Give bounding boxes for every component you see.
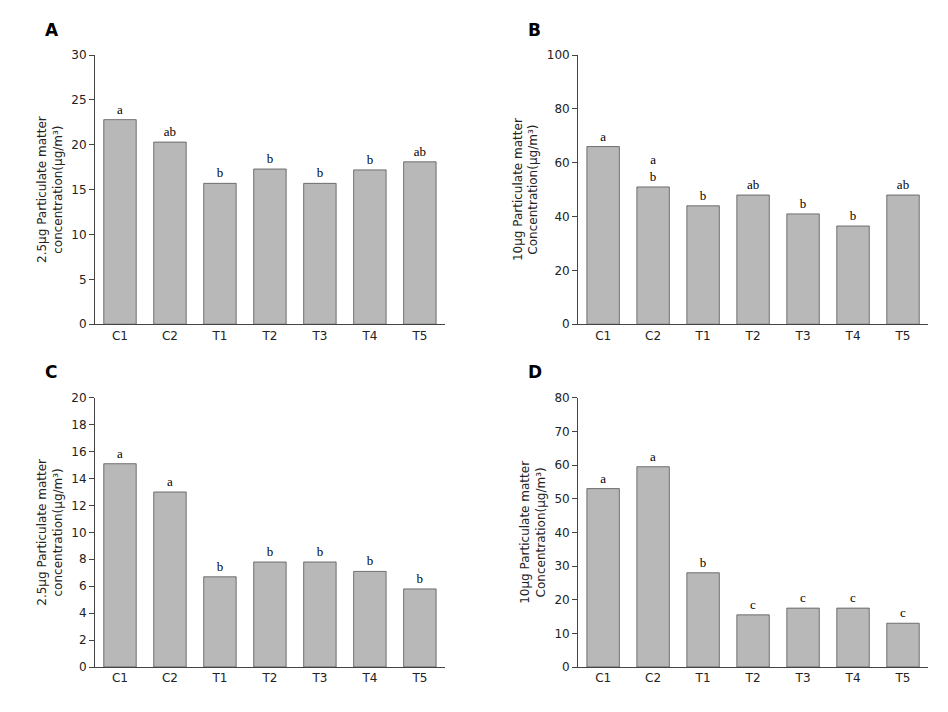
svg-text:a: a	[117, 446, 123, 461]
svg-text:T1: T1	[695, 329, 711, 343]
svg-text:4: 4	[79, 606, 87, 620]
svg-text:C2: C2	[162, 329, 178, 343]
svg-text:T3: T3	[311, 671, 327, 685]
svg-text:8: 8	[79, 552, 87, 566]
svg-text:b: b	[217, 559, 224, 574]
svg-text:C1: C1	[595, 329, 611, 343]
svg-text:C1: C1	[112, 671, 128, 685]
svg-text:T5: T5	[895, 671, 911, 685]
svg-text:20: 20	[554, 264, 569, 278]
svg-text:ab: ab	[897, 177, 909, 192]
svg-text:60: 60	[554, 458, 569, 472]
svg-text:A: A	[45, 20, 59, 40]
svg-text:ab: ab	[164, 124, 176, 139]
svg-text:10μg Particulate matterConcent: 10μg Particulate matterConcentration(μg/…	[518, 461, 548, 604]
svg-text:5: 5	[79, 273, 87, 287]
svg-text:18: 18	[71, 418, 86, 432]
svg-text:0: 0	[79, 317, 87, 331]
svg-text:40: 40	[554, 210, 569, 224]
svg-text:a: a	[167, 474, 173, 489]
svg-text:25: 25	[71, 93, 86, 107]
svg-text:70: 70	[554, 425, 569, 439]
svg-text:C2: C2	[162, 671, 178, 685]
svg-text:T4: T4	[845, 329, 861, 343]
svg-text:T1: T1	[211, 329, 227, 343]
svg-text:T4: T4	[361, 671, 377, 685]
svg-text:100: 100	[547, 48, 570, 62]
svg-text:30: 30	[71, 48, 86, 62]
svg-text:a: a	[600, 471, 606, 486]
svg-text:ab: ab	[747, 177, 759, 192]
svg-text:C: C	[45, 362, 57, 382]
svg-text:10: 10	[71, 228, 86, 242]
svg-text:a: a	[600, 129, 606, 144]
svg-text:0: 0	[562, 660, 570, 674]
svg-text:b: b	[700, 188, 707, 203]
svg-text:T5: T5	[895, 329, 911, 343]
svg-text:16: 16	[71, 445, 86, 459]
svg-text:T4: T4	[361, 329, 377, 343]
svg-text:0: 0	[562, 317, 570, 331]
svg-text:b: b	[417, 571, 424, 586]
svg-text:T3: T3	[795, 671, 811, 685]
svg-text:10: 10	[71, 526, 86, 540]
svg-text:60: 60	[554, 156, 569, 170]
svg-text:T2: T2	[261, 329, 277, 343]
svg-text:10: 10	[554, 627, 569, 641]
svg-text:b: b	[800, 196, 807, 211]
svg-text:30: 30	[554, 559, 569, 573]
svg-text:T2: T2	[745, 329, 761, 343]
svg-text:15: 15	[71, 183, 86, 197]
svg-text:b: b	[367, 152, 374, 167]
svg-text:C2: C2	[645, 329, 661, 343]
svg-text:T3: T3	[311, 329, 327, 343]
svg-text:ab: ab	[650, 152, 657, 184]
svg-text:T2: T2	[261, 671, 277, 685]
svg-text:T5: T5	[411, 671, 427, 685]
svg-text:T1: T1	[695, 671, 711, 685]
svg-text:10μg Particulate matterConcent: 10μg Particulate matterConcentration(μg/…	[511, 118, 541, 261]
svg-text:b: b	[267, 544, 274, 559]
svg-text:20: 20	[71, 138, 86, 152]
svg-text:0: 0	[79, 660, 87, 674]
svg-text:T5: T5	[411, 329, 427, 343]
svg-text:b: b	[700, 555, 707, 570]
svg-text:c: c	[750, 597, 756, 612]
svg-text:2.5μg Particulate matterconcen: 2.5μg Particulate matterconcentration(μg…	[35, 459, 65, 606]
svg-text:b: b	[317, 165, 324, 180]
svg-text:20: 20	[71, 391, 86, 405]
svg-text:50: 50	[554, 492, 569, 506]
svg-text:b: b	[850, 208, 857, 223]
svg-text:6: 6	[79, 579, 87, 593]
svg-text:T2: T2	[745, 671, 761, 685]
svg-text:40: 40	[554, 526, 569, 540]
svg-text:B: B	[528, 20, 541, 40]
svg-text:C2: C2	[645, 671, 661, 685]
svg-text:D: D	[528, 362, 542, 382]
svg-text:2: 2	[79, 633, 87, 647]
svg-text:b: b	[367, 553, 374, 568]
svg-text:T4: T4	[845, 671, 861, 685]
svg-text:80: 80	[554, 391, 569, 405]
svg-text:a: a	[650, 449, 656, 464]
svg-text:b: b	[217, 165, 224, 180]
svg-text:T3: T3	[795, 329, 811, 343]
svg-text:c: c	[900, 605, 906, 620]
svg-text:12: 12	[71, 499, 86, 513]
svg-text:a: a	[117, 102, 123, 117]
svg-text:80: 80	[554, 102, 569, 116]
svg-text:14: 14	[71, 472, 86, 486]
svg-text:c: c	[800, 590, 806, 605]
svg-text:20: 20	[554, 593, 569, 607]
svg-text:b: b	[267, 151, 274, 166]
svg-text:b: b	[317, 544, 324, 559]
svg-text:C1: C1	[595, 671, 611, 685]
svg-text:2.5μg Particulate matterconcen: 2.5μg Particulate matterconcentration(μg…	[35, 116, 65, 263]
svg-text:c: c	[850, 590, 856, 605]
svg-text:C1: C1	[112, 329, 128, 343]
svg-text:T1: T1	[211, 671, 227, 685]
svg-text:ab: ab	[414, 144, 426, 159]
